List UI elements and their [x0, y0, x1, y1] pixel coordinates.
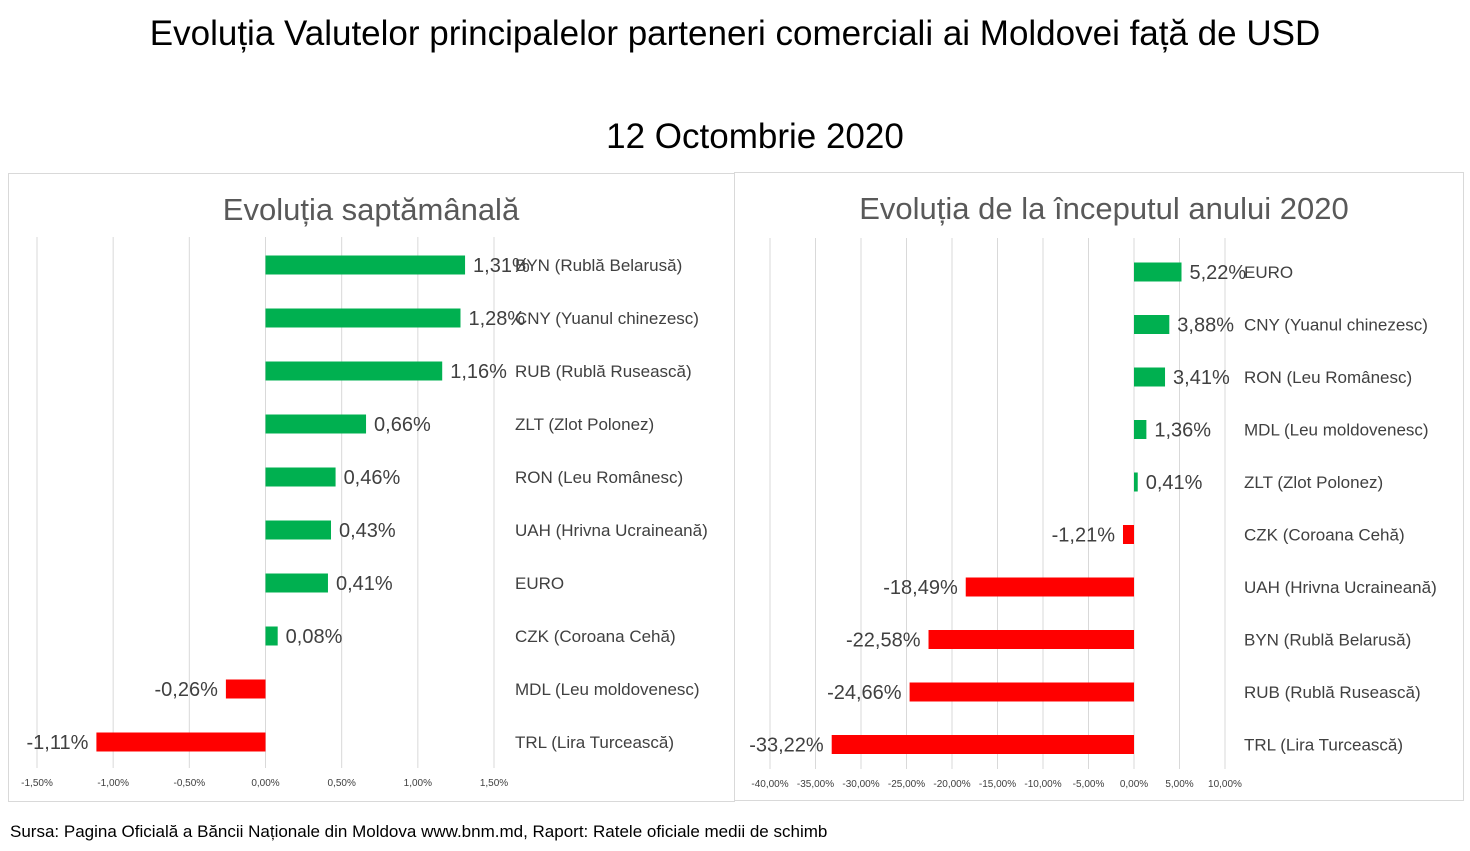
bar — [265, 308, 461, 328]
x-tick-label: 0,50% — [327, 778, 355, 789]
chart-title: Evoluția saptămânală — [223, 192, 520, 227]
category-label: RUB (Rublă Rusească) — [1244, 683, 1421, 702]
source-note: Sursa: Pagina Oficială a Băncii Național… — [10, 822, 828, 841]
chart-title: Evoluția de la începutul anului 2020 — [859, 191, 1348, 226]
category-label: EURO — [515, 574, 564, 593]
category-label: CNY (Yuanul chinezesc) — [515, 309, 699, 328]
category-label: RON (Leu Românesc) — [515, 468, 683, 487]
bar — [1134, 420, 1147, 439]
x-tick-label: -40,00% — [751, 779, 788, 790]
bar — [265, 414, 367, 434]
data-label: -22,58% — [846, 630, 921, 652]
category-label: ZLT (Zlot Polonez) — [1244, 473, 1383, 492]
x-tick-label: 10,00% — [1208, 779, 1242, 790]
data-label: 0,46% — [344, 467, 401, 489]
category-label: CZK (Coroana Cehă) — [515, 627, 676, 646]
data-label: 3,41% — [1173, 367, 1230, 389]
x-tick-label: 0,00% — [251, 778, 279, 789]
category-label: MDL (Leu moldovenesc) — [1244, 421, 1429, 440]
x-tick-label: -1,00% — [97, 778, 129, 789]
data-label: 0,43% — [339, 520, 396, 542]
bar — [265, 520, 332, 540]
category-label: UAH (Hrivna Ucraineană) — [1244, 578, 1437, 597]
page-title: Evoluția Valutelor principalelor partene… — [149, 14, 1321, 53]
chart-ytd-svg: Evoluția de la începutul anului 2020 -40,… — [749, 191, 1437, 790]
chart-weekly: Evoluția saptămânală -1,50% -1,00% -0,50% 0,… — [8, 173, 735, 802]
category-label: TRL (Lira Turcească) — [515, 733, 674, 752]
x-tick-label: -35,00% — [797, 779, 834, 790]
bar — [1134, 367, 1166, 387]
bar — [909, 682, 1134, 702]
category-label: MDL (Leu moldovenesc) — [515, 680, 700, 699]
data-label: 0,08% — [286, 626, 343, 648]
category-label: TRL (Lira Turcească) — [1244, 736, 1403, 755]
bar — [265, 626, 278, 646]
chart-weekly-svg: Evoluția saptămânală -1,50% -1,00% -0,50% 0,… — [21, 192, 708, 789]
category-label: BYN (Rublă Belarusă) — [515, 256, 682, 275]
data-label: 0,41% — [336, 573, 393, 595]
x-tick-label: 1,00% — [404, 778, 432, 789]
x-tick-label: -25,00% — [888, 779, 925, 790]
bar — [831, 735, 1134, 754]
x-tick-label: -15,00% — [979, 779, 1016, 790]
data-label: 1,28% — [468, 308, 525, 330]
category-label: RUB (Rublă Rusească) — [515, 362, 692, 381]
data-label: -0,26% — [155, 679, 219, 701]
x-tick-label: 5,00% — [1165, 779, 1193, 790]
bar — [96, 732, 266, 752]
bar — [1122, 525, 1134, 544]
x-tick-label: -1,50% — [21, 778, 53, 789]
category-label: UAH (Hrivna Ucraineană) — [515, 521, 708, 540]
bar — [265, 573, 328, 593]
bar — [965, 577, 1134, 597]
data-label: 3,88% — [1177, 315, 1234, 337]
data-label: -18,49% — [883, 577, 958, 599]
category-label: BYN (Rublă Belarusă) — [1244, 631, 1411, 650]
x-tick-label: 1,50% — [480, 778, 508, 789]
category-label: EURO — [1244, 263, 1293, 282]
bar — [265, 467, 336, 487]
bar — [1134, 262, 1182, 282]
data-label: -24,66% — [827, 682, 902, 704]
x-tick-label: 0,00% — [1120, 779, 1148, 790]
category-label: CNY (Yuanul chinezesc) — [1244, 316, 1428, 335]
data-label: 0,41% — [1146, 472, 1203, 494]
x-tick-label: -30,00% — [842, 779, 879, 790]
data-label: 0,66% — [374, 414, 431, 436]
bar — [928, 630, 1134, 649]
bar — [1134, 472, 1138, 492]
bar — [1134, 315, 1170, 334]
bar — [265, 255, 466, 275]
category-label: CZK (Coroana Cehă) — [1244, 526, 1405, 545]
data-label: -1,21% — [1052, 525, 1116, 547]
data-label: -1,11% — [27, 732, 89, 754]
data-label: 1,16% — [450, 361, 507, 383]
x-tick-label: -5,00% — [1073, 779, 1105, 790]
x-tick-label: -0,50% — [173, 778, 205, 789]
x-tick-label: -10,00% — [1024, 779, 1061, 790]
x-tick-label: -20,00% — [933, 779, 970, 790]
bar — [225, 679, 266, 699]
data-label: 5,22% — [1190, 262, 1247, 284]
category-label: ZLT (Zlot Polonez) — [515, 415, 654, 434]
data-label: -33,22% — [749, 735, 824, 757]
data-label: 1,31% — [473, 255, 530, 277]
bar — [265, 361, 443, 381]
category-label: RON (Leu Românesc) — [1244, 368, 1412, 387]
data-label: 1,36% — [1154, 420, 1211, 442]
page-subtitle: 12 Octombrie 2020 — [606, 117, 904, 156]
chart-ytd: Evoluția de la începutul anului 2020 -40,… — [734, 172, 1464, 801]
